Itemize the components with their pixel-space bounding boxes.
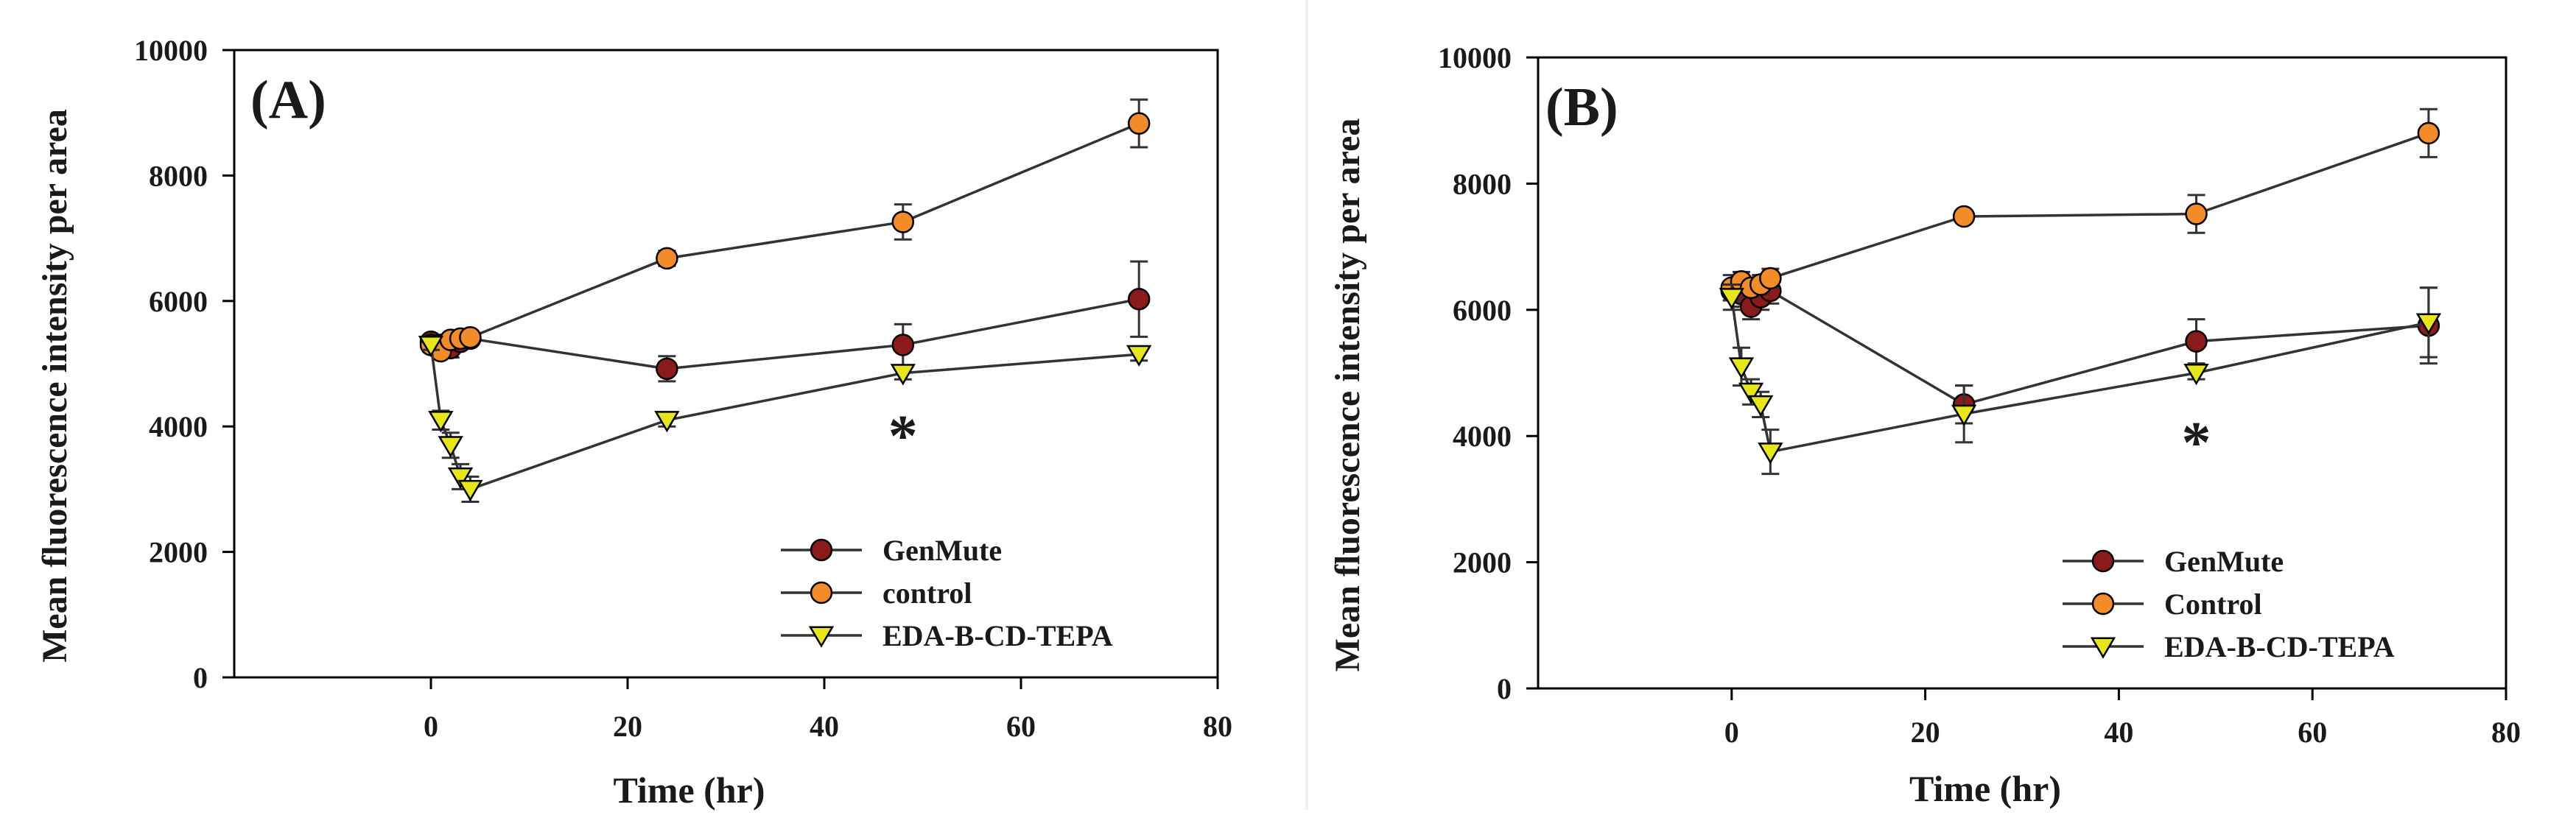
y-tick-label: 4000 [1453, 420, 1512, 453]
y-axis-label: Mean fluorescence intensity per area [1328, 119, 1367, 672]
data-point [1952, 205, 1976, 228]
legend-label: GenMute [2164, 545, 2284, 578]
x-tick-label: 0 [424, 710, 438, 743]
legend: GenMute Control EDA-B-CD-TEPA [2063, 545, 2395, 663]
x-tick-label: 20 [1911, 716, 1940, 749]
data-point [1127, 112, 1151, 135]
panel-label: (A) [250, 70, 326, 130]
y-tick-label: 10000 [1438, 41, 1512, 74]
x-tick-label: 60 [1006, 710, 1036, 743]
x-tick-label: 80 [1203, 710, 1232, 743]
x-axis-label: Time (hr) [1909, 768, 2061, 809]
series-line [1730, 132, 2429, 289]
data-point [2183, 364, 2209, 386]
legend-marker [2090, 637, 2116, 659]
x-tick-label: 0 [1724, 716, 1739, 749]
series-1 [419, 98, 1151, 363]
panel-b: 0 2000 4000 6000 8000 10000 0 20 40 60 80 Time (hr)… [1319, 0, 2576, 832]
legend-marker [810, 581, 833, 604]
data-point [1758, 443, 1783, 465]
significance-marker: * [2182, 411, 2211, 476]
legend-marker [810, 538, 833, 562]
data-point [1748, 395, 1774, 417]
x-tick-label: 40 [810, 710, 839, 743]
legend-marker [808, 626, 835, 648]
series-line [1731, 289, 2429, 406]
data-point [1738, 382, 1764, 404]
chart-a: 0 2000 4000 6000 8000 10000 0 20 40 60 80 Time (hr)… [35, 34, 1232, 811]
series-0 [1720, 277, 2440, 425]
data-point [1127, 287, 1151, 311]
x-tick-label: 80 [2491, 716, 2521, 749]
data-point [654, 411, 680, 433]
data-point [2185, 330, 2208, 353]
significance-marker: * [888, 404, 918, 469]
legend-label: Control [2164, 588, 2262, 621]
plot-frame [1537, 56, 2507, 690]
y-tick-label: 10000 [134, 34, 208, 67]
series-line [429, 345, 1140, 491]
data-point [890, 364, 916, 386]
data-point [438, 436, 463, 458]
data-point [418, 335, 444, 358]
y-tick-label: 2000 [1453, 546, 1512, 579]
data-point [2417, 121, 2440, 145]
data-point [656, 357, 678, 381]
y-tick-label: 8000 [1453, 167, 1512, 200]
data-point [1951, 404, 1977, 426]
y-axis-label: Mean fluorescence intensity per area [35, 109, 74, 663]
data-point [656, 247, 678, 270]
data-point [891, 334, 915, 356]
data-point [1728, 357, 1755, 379]
legend-label: GenMute [882, 534, 1002, 567]
x-tick-label: 40 [2104, 716, 2133, 749]
legend-marker [2091, 592, 2115, 616]
data-point [891, 211, 915, 233]
y-tick-label: 2000 [149, 536, 208, 569]
plot-frame [233, 49, 1219, 679]
chart-b: 0 2000 4000 6000 8000 10000 0 20 40 60 80 Time (hr)… [1328, 41, 2521, 809]
data-point [1759, 267, 1782, 290]
series-line [430, 122, 1140, 353]
data-point [428, 411, 454, 433]
y-tick-label: 4000 [149, 410, 208, 443]
y-tick-label: 6000 [1453, 294, 1512, 327]
legend-label: control [882, 577, 972, 610]
legend-label: EDA-B-CD-TEPA [2164, 630, 2395, 663]
legend-marker [2091, 549, 2115, 573]
data-point [2415, 313, 2442, 335]
y-tick-label: 0 [193, 661, 208, 694]
legend-label: EDA-B-CD-TEPA [882, 619, 1113, 652]
legend: GenMute control EDA-B-CD-TEPA [781, 534, 1113, 652]
y-tick-label: 0 [1497, 672, 1512, 705]
panel-divider [1305, 0, 1308, 810]
data-point [2185, 202, 2208, 225]
panel-label: (B) [1545, 77, 1618, 138]
data-point [1126, 345, 1152, 367]
series-2 [1719, 283, 2442, 476]
y-tick-label: 6000 [149, 285, 208, 318]
x-axis-label: Time (hr) [614, 769, 765, 811]
data-point [447, 467, 474, 490]
panel-a: 0 2000 4000 6000 8000 10000 0 20 40 60 80 Time (hr)… [35, 34, 1232, 811]
series-1 [1720, 107, 2440, 302]
series-2 [418, 335, 1152, 503]
x-tick-label: 20 [613, 710, 642, 743]
data-point [1719, 288, 1744, 310]
data-point [457, 479, 483, 502]
x-tick-label: 60 [2298, 716, 2327, 749]
data-point [459, 325, 482, 349]
y-tick-label: 8000 [149, 159, 208, 192]
series-line [1730, 297, 2429, 454]
